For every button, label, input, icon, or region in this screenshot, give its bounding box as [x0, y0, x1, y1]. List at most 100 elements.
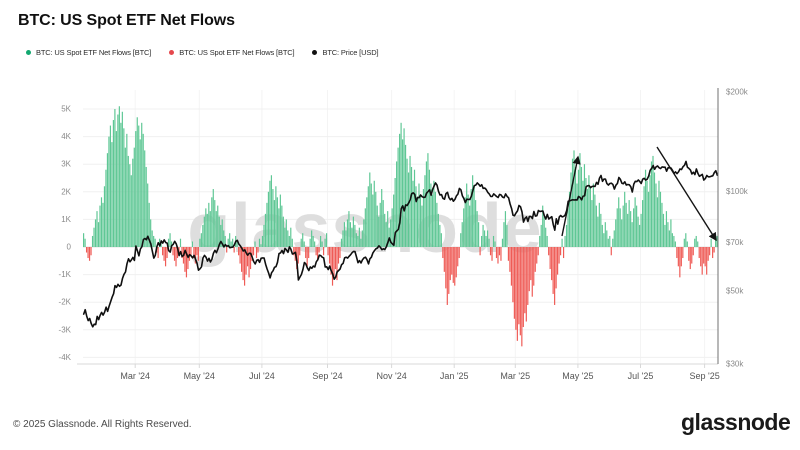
x-axis-labels: Mar '24 May '24 Jul '24 Sep '24 Nov '24 Jan '…	[120, 371, 719, 381]
outflow-bar	[518, 247, 520, 325]
inflow-bar	[179, 238, 182, 247]
outflow-bar	[88, 247, 91, 261]
inflow-bar	[467, 194, 469, 247]
x-axis-label: Nov '24	[376, 371, 406, 381]
outflow-bar	[257, 247, 259, 253]
inflow-bar	[631, 222, 633, 247]
legend-item-flows-negative[interactable]: BTC: US Spot ETF Net Flows [BTC]	[169, 48, 295, 57]
outflow-bar	[509, 247, 511, 272]
inflow-bar	[126, 133, 128, 247]
inflow-bar	[609, 235, 611, 247]
outflow-bar	[449, 247, 451, 281]
inflow-bar	[592, 183, 594, 247]
inflow-bar	[106, 153, 109, 247]
y-axis-right-labels: $200k $100k $70k $50k $30k	[726, 88, 749, 369]
page-title: BTC: US Spot ETF Net Flows	[18, 12, 235, 29]
inflow-bar	[108, 136, 110, 247]
y-axis-left-label: -3K	[59, 325, 72, 334]
inflow-bar	[260, 244, 262, 247]
outflow-bar	[331, 247, 334, 286]
inflow-bar	[133, 147, 135, 247]
inflow-bar	[91, 235, 94, 247]
outflow-bar	[516, 247, 518, 341]
inflow-bar	[656, 197, 659, 247]
inflow-bar	[506, 224, 508, 247]
inflow-bar	[311, 230, 313, 247]
annotation-arrow-down	[656, 146, 717, 242]
inflow-bar	[568, 191, 571, 247]
inflow-bar	[437, 213, 439, 247]
outflow-bar	[239, 247, 241, 264]
inflow-bar	[314, 241, 316, 247]
inflow-bar	[150, 219, 152, 247]
outflow-bar	[176, 247, 179, 259]
inflow-bar	[440, 233, 442, 247]
outflow-bar	[308, 247, 310, 259]
y-axis-left-label: 1K	[61, 215, 71, 224]
outflow-bar	[689, 247, 691, 270]
outflow-bar	[336, 247, 338, 281]
inflow-bar	[123, 128, 125, 247]
inflow-bar	[480, 235, 483, 247]
inflow-bar	[358, 227, 360, 247]
inflow-bar	[622, 205, 624, 247]
outflow-bar	[549, 247, 551, 270]
inflow-bar	[401, 139, 404, 247]
inflow-bar	[236, 241, 238, 247]
inflow-bar	[214, 200, 216, 247]
outflow-bar	[178, 247, 180, 253]
inflow-bar	[579, 153, 581, 247]
inflow-bar	[613, 230, 615, 247]
inflow-bar	[586, 189, 589, 247]
inflow-bar	[300, 238, 302, 247]
outflow-bar	[454, 247, 456, 286]
x-axis-label: Jul '24	[249, 371, 275, 381]
inflow-bar	[633, 208, 635, 247]
y-axis-left-label: -2K	[59, 298, 72, 307]
outflow-bar	[90, 247, 92, 256]
inflow-bar	[367, 186, 369, 247]
inflow-bar	[352, 216, 354, 247]
legend-dot-black-icon	[312, 50, 318, 55]
outflow-bar	[497, 247, 499, 264]
outflow-bar	[479, 247, 481, 256]
x-axis-label: Jan '25	[440, 371, 469, 381]
y-axis-right-label: $100k	[726, 187, 749, 196]
outflow-bar	[322, 247, 325, 256]
inflow-bar	[342, 230, 344, 247]
inflow-bar	[325, 233, 328, 247]
inflow-bar	[270, 175, 273, 247]
inflow-bar	[595, 205, 597, 247]
outflow-bar	[452, 247, 454, 283]
outflow-bar	[558, 247, 560, 264]
inflow-bar	[492, 235, 495, 247]
inflow-bar	[482, 224, 484, 247]
inflow-bar	[603, 233, 605, 247]
outflow-bar	[528, 247, 530, 292]
inflow-bar	[114, 109, 116, 247]
outflow-bar	[680, 247, 682, 267]
inflow-bar	[463, 208, 465, 247]
x-axis-label: May '24	[184, 371, 215, 381]
outflow-bar	[306, 247, 308, 267]
inflow-bar	[360, 238, 362, 247]
inflow-bar	[483, 230, 486, 247]
legend-item-flows-positive[interactable]: BTC: US Spot ETF Net Flows [BTC]	[26, 48, 151, 57]
inflow-bar	[630, 211, 632, 247]
inflow-bar	[302, 233, 304, 247]
inflow-bar	[118, 106, 120, 248]
inflow-bar	[349, 222, 352, 247]
legend-dot-green-icon	[26, 50, 31, 55]
inflow-bar	[415, 186, 417, 247]
inflow-bar	[320, 235, 322, 247]
inflow-bar	[486, 230, 489, 247]
legend-item-price[interactable]: BTC: Price [USD]	[312, 48, 379, 57]
inflow-bar	[145, 166, 147, 247]
inflow-bar	[144, 150, 146, 247]
inflow-bar	[639, 224, 641, 247]
inflow-bar	[652, 155, 654, 247]
inflow-bar	[715, 238, 717, 247]
outflow-bar	[703, 247, 705, 264]
x-axis-label: Sep '25	[689, 371, 719, 381]
inflow-bar	[230, 241, 232, 247]
